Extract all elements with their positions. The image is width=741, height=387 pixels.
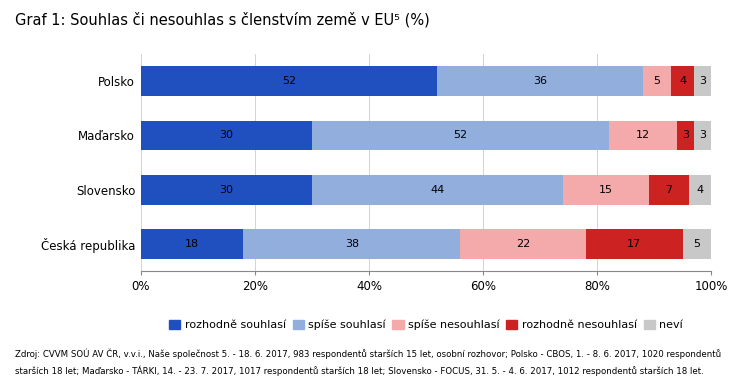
- Bar: [648, 175, 688, 204]
- Bar: [694, 67, 711, 96]
- Text: 4: 4: [697, 185, 703, 195]
- Text: 17: 17: [628, 239, 642, 249]
- Text: 15: 15: [599, 185, 613, 195]
- Bar: [460, 229, 586, 259]
- Bar: [437, 67, 643, 96]
- Text: starších 18 let; Maďarsko - TÁRKI, 14. - 23. 7. 2017, 1017 respondentů starších : starších 18 let; Maďarsko - TÁRKI, 14. -…: [15, 366, 703, 376]
- Text: 52: 52: [453, 130, 468, 140]
- Legend: rozhodně souhlasí, spíše souhlasí, spíše nesouhlasí, rozhodně nesouhlasí, neví: rozhodně souhlasí, spíše souhlasí, spíše…: [165, 315, 688, 335]
- Text: 3: 3: [682, 130, 689, 140]
- Text: 18: 18: [185, 239, 199, 249]
- Bar: [312, 121, 608, 150]
- Text: 5: 5: [654, 76, 661, 86]
- Bar: [141, 67, 437, 96]
- Text: 44: 44: [431, 185, 445, 195]
- Text: 7: 7: [665, 185, 672, 195]
- Text: 30: 30: [219, 130, 233, 140]
- Bar: [563, 175, 648, 204]
- Bar: [141, 229, 244, 259]
- Text: 3: 3: [700, 76, 706, 86]
- Bar: [643, 67, 671, 96]
- Bar: [586, 229, 683, 259]
- Bar: [141, 121, 312, 150]
- Text: 36: 36: [534, 76, 547, 86]
- Text: 12: 12: [636, 130, 650, 140]
- Bar: [683, 229, 711, 259]
- Text: Graf 1: Souhlas či nesouhlas s členstvím země v EU⁵ (%): Graf 1: Souhlas či nesouhlas s členstvím…: [15, 12, 430, 27]
- Bar: [671, 67, 694, 96]
- Text: 5: 5: [694, 239, 700, 249]
- Bar: [312, 175, 563, 204]
- Text: Zdroj: CVVM SOÚ AV ČR, v.v.i., Naše společnost 5. - 18. 6. 2017, 983 respondentů: Zdroj: CVVM SOÚ AV ČR, v.v.i., Naše spol…: [15, 348, 721, 359]
- Text: 4: 4: [679, 76, 686, 86]
- Bar: [694, 121, 711, 150]
- Text: 52: 52: [282, 76, 296, 86]
- Text: 3: 3: [700, 130, 706, 140]
- Text: 30: 30: [219, 185, 233, 195]
- Text: 38: 38: [345, 239, 359, 249]
- Bar: [608, 121, 677, 150]
- Bar: [244, 229, 460, 259]
- Bar: [677, 121, 694, 150]
- Text: 22: 22: [516, 239, 531, 249]
- Bar: [688, 175, 711, 204]
- Bar: [141, 175, 312, 204]
